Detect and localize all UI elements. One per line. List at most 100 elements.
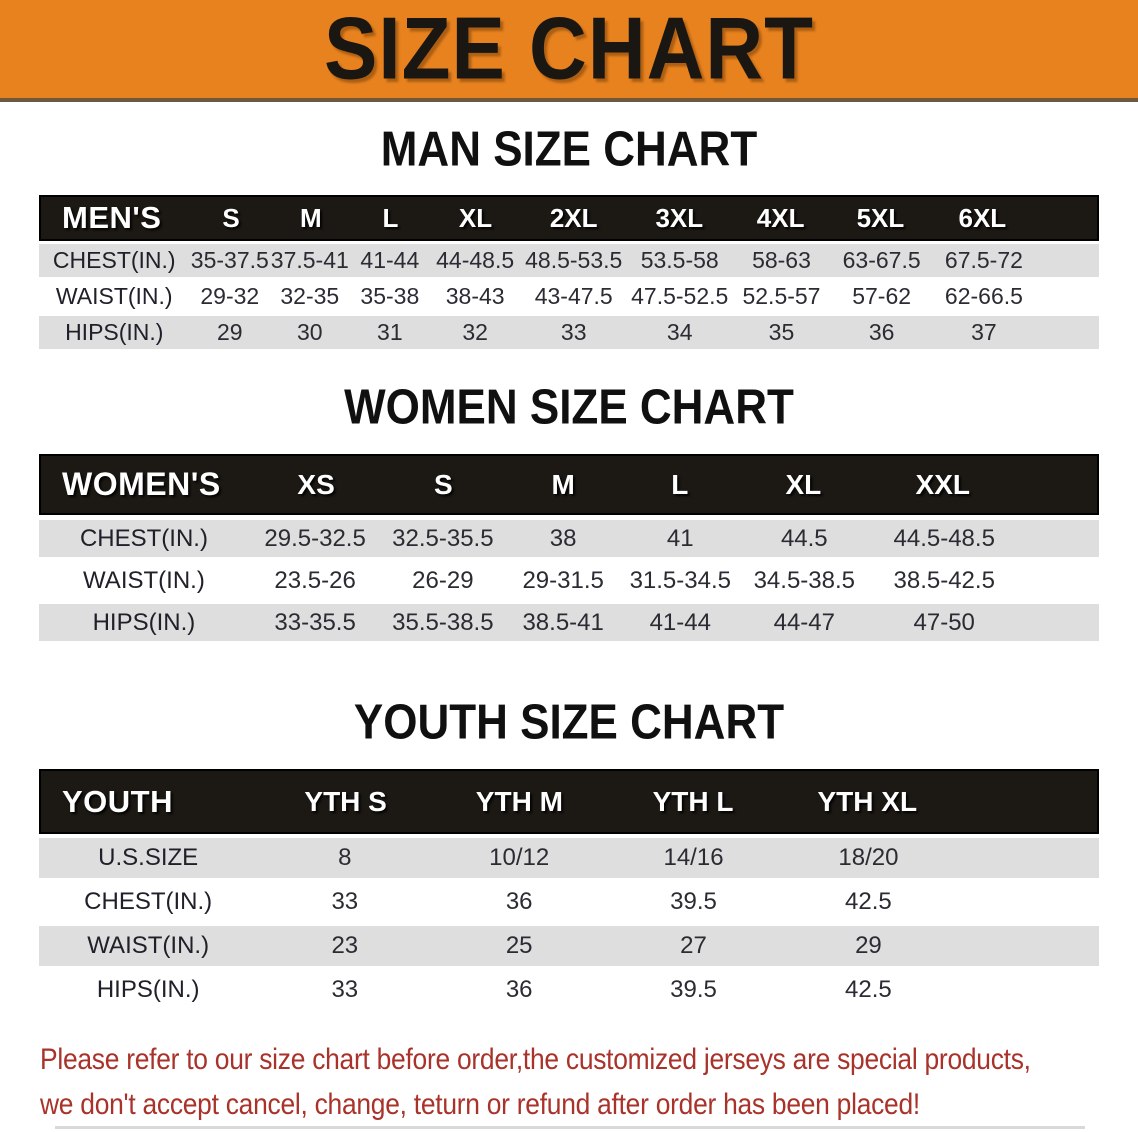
measurement-value-cell: 36	[868, 319, 895, 345]
size-header-cell: YTH S	[304, 785, 387, 817]
measurement-value-cell: 30	[297, 319, 323, 345]
measurement-value-cell: 29	[855, 932, 882, 959]
measurement-value-cell: 53.5-58	[640, 247, 719, 273]
measurement-value-cell: 41-44	[649, 608, 711, 636]
measurement-value-cell: 38.5-42.5	[893, 566, 995, 594]
measurement-value-cell: 37	[971, 319, 997, 345]
size-header-cell: YTH M	[475, 785, 563, 817]
measurement-value-cell: 8	[338, 844, 352, 871]
size-header-cell: L	[671, 468, 689, 500]
measurement-value-cell: 47.5-52.5	[631, 283, 729, 309]
measurement-value-cell: 47-50	[913, 608, 975, 636]
size-header-cell: M	[551, 468, 575, 500]
men-section: MAN SIZE CHART MEN'S S M L XL 2XL 3XL 4XL 5XL 6XL…	[0, 122, 1138, 349]
measurement-value-cell: 33	[560, 319, 587, 345]
row-label-cell: CHEST(IN.)	[84, 888, 213, 915]
size-header-cell: 3XL	[655, 202, 704, 233]
measurement-value-cell: 48.5-53.5	[525, 247, 623, 273]
size-header-cell: XL	[785, 468, 822, 500]
measurement-value-cell: 36	[505, 888, 533, 915]
corner-label: YOUTH	[62, 783, 173, 819]
measurement-value-cell: 37.5-41	[270, 247, 349, 273]
measurement-value-cell: 44-48.5	[436, 247, 515, 273]
youth-section-heading: YOUTH SIZE CHART	[353, 695, 785, 750]
women-section-heading: WOMEN SIZE CHART	[344, 380, 794, 435]
measurement-value-cell: 32	[462, 319, 488, 345]
measurement-value-cell: 41	[666, 524, 694, 552]
size-header-cell: YTH XL	[817, 785, 918, 817]
measurement-value-cell: 29-31.5	[522, 566, 604, 594]
measurement-value-cell: 36	[505, 976, 533, 1003]
measurement-value-cell: 58-63	[752, 247, 811, 273]
measurement-value-cell: 39.5	[670, 976, 717, 1003]
measurement-value-cell: 33	[331, 976, 359, 1003]
measurement-value-cell: 33	[331, 888, 359, 915]
measurement-value-cell: 29.5-32.5	[264, 524, 366, 552]
row-label-cell: HIPS(IN.)	[96, 976, 200, 1003]
measurement-value-cell: 35.5-38.5	[392, 608, 494, 636]
measurement-value-cell: 42.5	[845, 976, 892, 1003]
measurement-value-cell: 14/16	[663, 844, 724, 871]
measurement-value-cell: 39.5	[670, 888, 717, 915]
measurement-value-cell: 25	[505, 932, 533, 959]
measurement-value-cell: 31	[377, 319, 403, 345]
measurement-value-cell: 35-37.5	[190, 247, 269, 273]
size-header-cell: XL	[458, 202, 493, 233]
row-label-cell: WAIST(IN.)	[87, 932, 210, 959]
measurement-row: WAIST(IN.) 23.5-26 26-29 29-31.5 31.5-34.5 34…	[39, 562, 1099, 599]
measurement-value-cell: 38.5-41	[522, 608, 604, 636]
measurement-value-cell: 26-29	[412, 566, 474, 594]
disclaimer-line-1: Please refer to our size chart before or…	[40, 1043, 1031, 1076]
measurement-value-cell: 44.5-48.5	[893, 524, 995, 552]
measurement-value-cell: 27	[680, 932, 707, 959]
youth-section: YOUTH SIZE CHART YOUTH YTH S YTH M YTH L YTH…	[0, 695, 1138, 1010]
size-header-cell: XS	[297, 468, 335, 500]
women-size-table: WOMEN'S XS S M L XL XXL CHEST(IN.) 29.5-32.5 32.5…	[39, 454, 1099, 641]
measurement-value-cell: 29-32	[200, 283, 260, 309]
measurement-value-cell: 23.5-26	[274, 566, 356, 594]
size-header-cell: S	[433, 468, 453, 500]
measurement-value-cell: 62-66.5	[944, 283, 1023, 309]
measurement-value-cell: 67.5-72	[944, 247, 1023, 273]
measurement-value-cell: 43-47.5	[534, 283, 613, 309]
corner-label: WOMEN'S	[62, 466, 221, 502]
table-header-row: WOMEN'S XS S M L XL XXL	[39, 454, 1099, 515]
size-header-cell: L	[382, 202, 399, 233]
measurement-value-cell: 35-38	[360, 283, 420, 309]
banner-title: SIZE CHART	[324, 0, 814, 98]
measurement-value-cell: 57-62	[852, 283, 912, 309]
measurement-row: WAIST(IN.) 29-32 32-35 35-38 38-43 43-47.5 47.…	[39, 280, 1099, 313]
measurement-value-cell: 18/20	[838, 844, 899, 871]
measurement-row: U.S.SIZE 8 10/12 14/16 18/20	[39, 838, 1099, 878]
table-header-row: YOUTH YTH S YTH M YTH L YTH XL	[39, 769, 1099, 834]
measurement-row: HIPS(IN.) 29 30 31 32 33 34 35 36 37	[39, 316, 1099, 349]
women-section: WOMEN SIZE CHART WOMEN'S XS S M L XL XXL CHEST(…	[0, 380, 1138, 641]
measurement-value-cell: 38	[549, 524, 577, 552]
size-header-cell: 6XL	[958, 202, 1007, 233]
size-header-cell: 5XL	[856, 202, 905, 233]
row-label-cell: HIPS(IN.)	[92, 608, 196, 636]
size-header-cell: 2XL	[549, 202, 598, 233]
size-header-cell: S	[222, 202, 240, 233]
measurement-value-cell: 23	[331, 932, 359, 959]
row-label-cell: WAIST(IN.)	[83, 566, 205, 594]
measurement-value-cell: 52.5-57	[742, 283, 821, 309]
corner-label: MEN'S	[62, 200, 162, 235]
size-header-cell: XXL	[915, 468, 970, 500]
measurement-row: CHEST(IN.) 29.5-32.5 32.5-35.5 38 41 44.5 44.5…	[39, 520, 1099, 557]
measurement-row: HIPS(IN.) 33 36 39.5 42.5	[39, 970, 1099, 1010]
size-header-cell: M	[299, 202, 322, 233]
banner: SIZE CHART	[0, 0, 1138, 102]
measurement-value-cell: 41-44	[360, 247, 420, 273]
measurement-row: CHEST(IN.) 33 36 39.5 42.5	[39, 882, 1099, 922]
measurement-value-cell: 44-47	[773, 608, 835, 636]
disclaimer-line-2: we don't accept cancel, change, teturn o…	[40, 1088, 920, 1121]
measurement-value-cell: 34	[666, 319, 693, 345]
measurement-row: HIPS(IN.) 33-35.5 35.5-38.5 38.5-41 41-44 44-…	[39, 604, 1099, 641]
men-size-table: MEN'S S M L XL 2XL 3XL 4XL 5XL 6XL CHEST(IN.) 35-37…	[39, 195, 1099, 349]
measurement-value-cell: 29	[216, 319, 243, 345]
measurement-value-cell: 44.5	[780, 524, 828, 552]
row-label-cell: CHEST(IN.)	[79, 524, 208, 552]
measurement-value-cell: 33-35.5	[274, 608, 356, 636]
row-label-cell: CHEST(IN.)	[52, 247, 176, 273]
